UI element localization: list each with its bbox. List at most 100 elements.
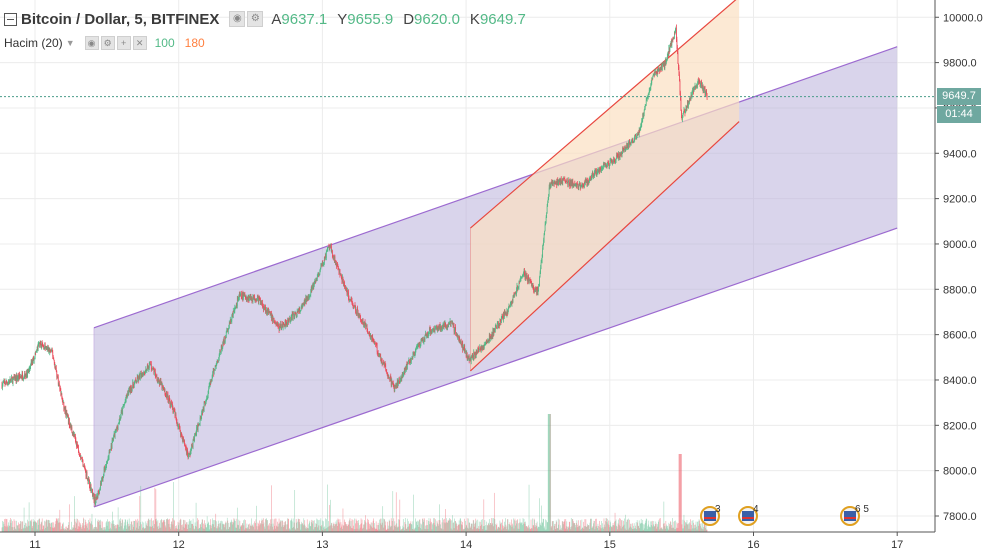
candle-body xyxy=(101,479,102,484)
volume-bar xyxy=(493,518,495,532)
candle-body xyxy=(685,110,686,114)
volume-bar xyxy=(165,527,167,532)
volume-bar xyxy=(395,492,397,532)
candle-body xyxy=(618,153,619,159)
volume-bar xyxy=(397,519,399,532)
volume-bar xyxy=(348,524,349,532)
volume-bar xyxy=(695,524,696,532)
volume-bar xyxy=(242,523,243,532)
price-tick-label: 9200.0 xyxy=(943,194,977,206)
chevron-down-icon[interactable]: ▼ xyxy=(65,38,75,48)
candle-body xyxy=(270,313,271,316)
volume-bar xyxy=(349,519,350,532)
candle-body xyxy=(468,356,470,359)
candle-body xyxy=(328,246,329,248)
volume-bar xyxy=(505,524,507,532)
volume-bar xyxy=(256,526,258,532)
candle-body xyxy=(552,182,554,186)
candle-body xyxy=(185,447,187,449)
candle-body xyxy=(237,298,239,302)
volume-bar xyxy=(596,525,598,532)
candle-body xyxy=(262,305,264,307)
volume-bar xyxy=(354,518,355,532)
volume-bar xyxy=(76,523,77,532)
candle-body xyxy=(542,248,543,258)
volume-bar xyxy=(225,522,227,532)
close-icon[interactable]: ✕ xyxy=(132,36,147,50)
volume-bar xyxy=(44,520,46,532)
candle-body xyxy=(23,376,25,379)
settings-icon[interactable]: ⚙ xyxy=(247,11,264,27)
candle-body xyxy=(213,369,215,375)
volume-bar xyxy=(459,524,460,532)
candle-body xyxy=(470,357,472,362)
candle-body xyxy=(61,398,63,401)
volume-bar xyxy=(450,518,451,532)
candle-body xyxy=(529,279,531,281)
candle-body xyxy=(329,246,331,249)
volume-bar xyxy=(17,525,18,532)
volume-bar xyxy=(645,518,647,532)
candle-body xyxy=(12,378,14,384)
volume-bar xyxy=(405,524,407,532)
candle-body xyxy=(488,340,490,342)
collapse-icon[interactable] xyxy=(4,12,17,26)
candle-body xyxy=(434,327,436,332)
volume-bar xyxy=(670,521,671,532)
volume-bar xyxy=(152,520,154,532)
volume-label[interactable]: Hacim (20) xyxy=(4,36,63,50)
settings-icon[interactable]: ⚙ xyxy=(100,36,115,50)
candle-body xyxy=(252,300,253,302)
volume-bar xyxy=(595,518,596,532)
candle-body xyxy=(185,446,186,448)
volume-bar xyxy=(463,528,465,532)
volume-bar xyxy=(528,484,530,532)
visibility-icon[interactable]: ◉ xyxy=(229,11,246,27)
candle-body xyxy=(261,300,262,304)
candle-body xyxy=(460,340,461,343)
candle-body xyxy=(468,356,470,361)
volume-bar xyxy=(150,519,152,532)
candle-body xyxy=(280,323,281,328)
candle-body xyxy=(104,468,105,472)
candle-body xyxy=(604,163,605,166)
candle-body xyxy=(210,380,212,383)
volume-bar xyxy=(330,499,331,532)
volume-bar xyxy=(642,529,644,532)
volume-bar xyxy=(20,521,22,532)
candle-body xyxy=(35,352,36,354)
volume-bar xyxy=(29,521,31,532)
add-icon[interactable]: + xyxy=(116,36,131,50)
candle-body xyxy=(310,290,312,295)
volume-bar xyxy=(583,521,584,532)
volume-bar xyxy=(329,525,331,532)
volume-bar xyxy=(579,520,581,532)
volume-bar xyxy=(528,525,529,532)
volume-bar xyxy=(188,521,190,532)
candle-body xyxy=(301,306,303,308)
volume-bar xyxy=(502,525,504,532)
candle-body xyxy=(150,364,152,369)
candle-body xyxy=(275,322,276,324)
candle-body xyxy=(451,320,452,322)
volume-bar xyxy=(480,521,482,532)
candle-body xyxy=(9,381,10,383)
volume-bar xyxy=(329,504,330,532)
volume-bar xyxy=(431,521,432,532)
candle-body xyxy=(265,312,267,313)
candle-body xyxy=(216,360,218,362)
volume-bar xyxy=(653,526,655,532)
candle-body xyxy=(247,296,248,298)
volume-bar xyxy=(599,526,601,532)
symbol-title[interactable]: Bitcoin / Dollar, 5, BITFINEX xyxy=(21,10,220,28)
volume-bar xyxy=(342,528,343,532)
volume-bar xyxy=(321,525,323,532)
candle-body xyxy=(234,307,236,311)
candle-body xyxy=(312,284,314,288)
candle-body xyxy=(120,411,122,417)
visibility-icon[interactable]: ◉ xyxy=(84,36,99,50)
candle-body xyxy=(222,342,224,344)
volume-bar xyxy=(288,519,289,532)
